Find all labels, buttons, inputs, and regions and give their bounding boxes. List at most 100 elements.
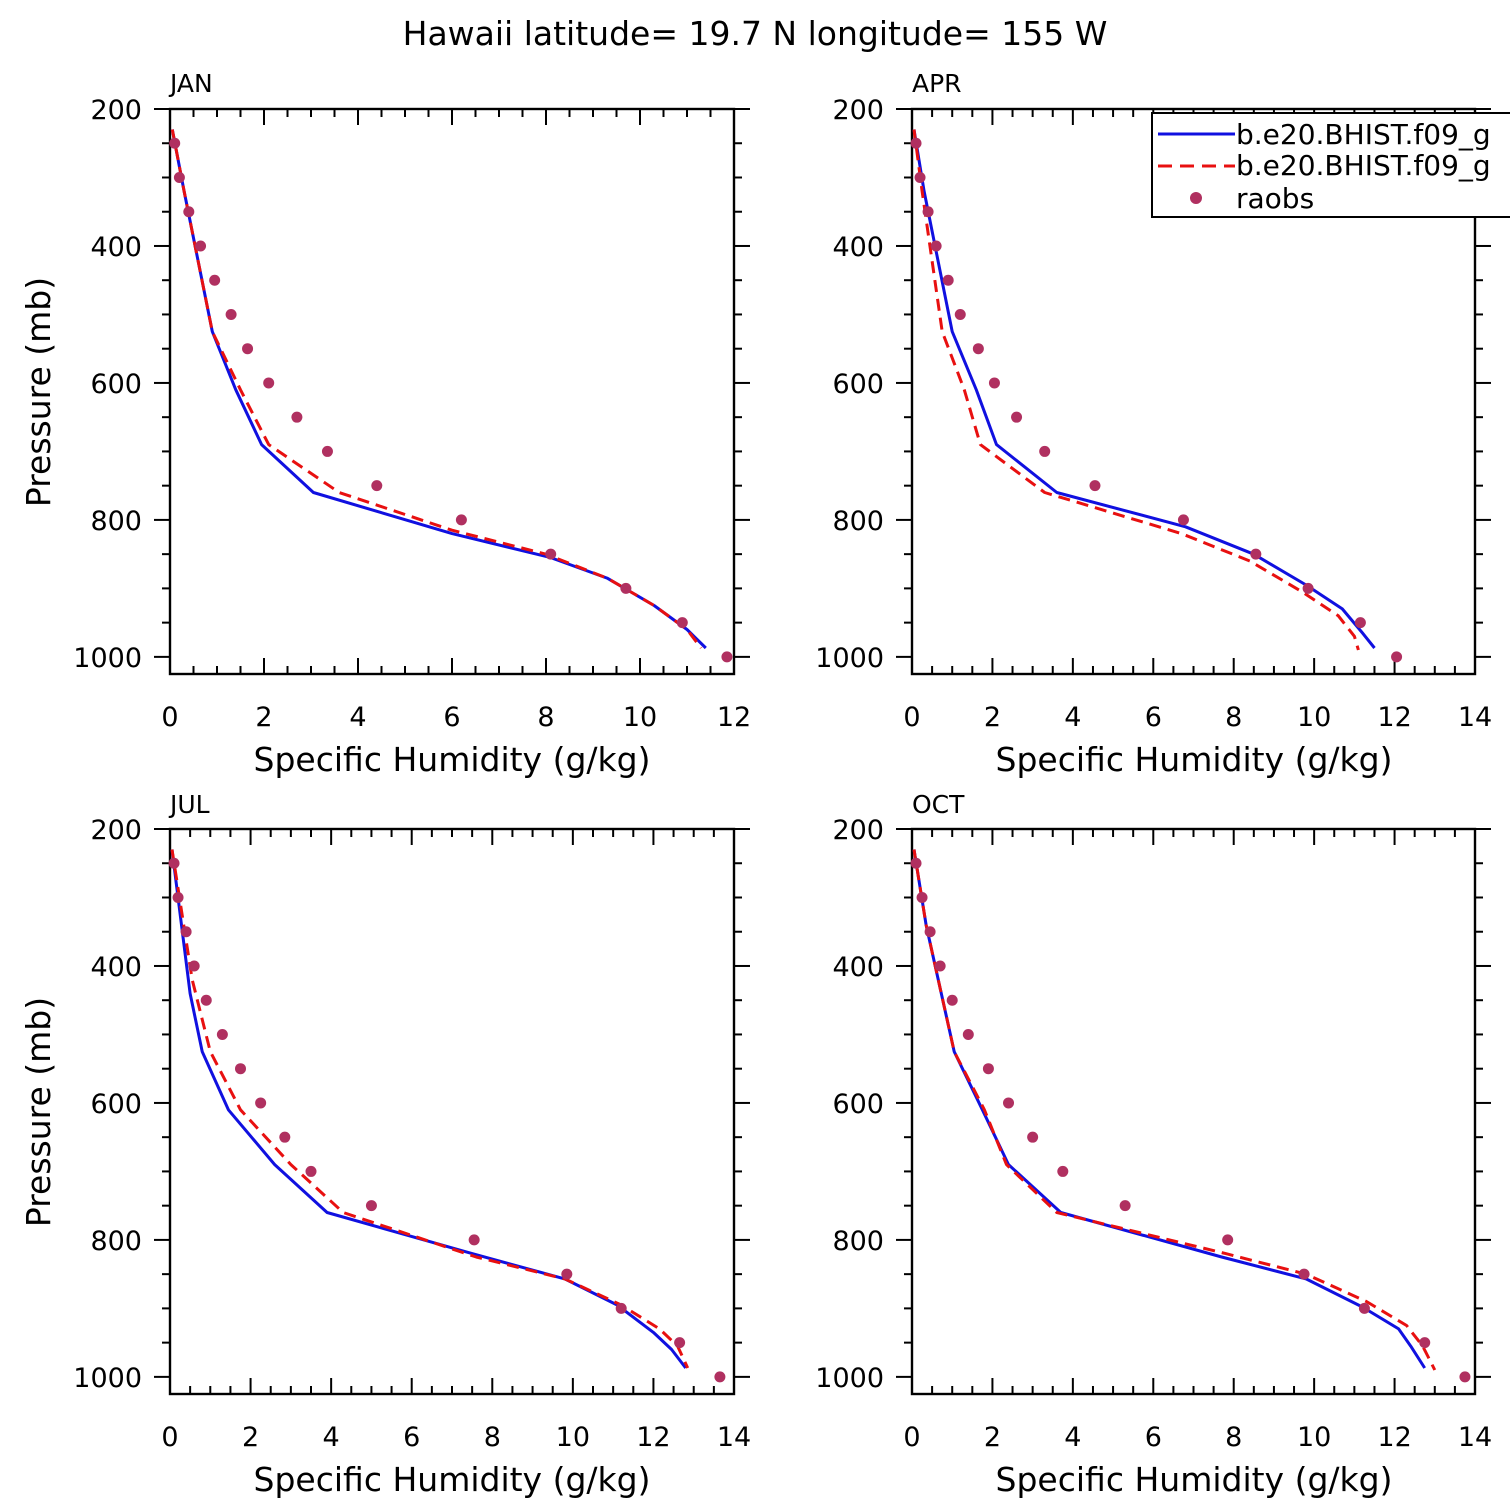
x-tick-label: 12 (636, 1422, 670, 1453)
raobs-point (173, 171, 185, 183)
y-tick-label: 600 (832, 369, 884, 400)
y-tick-label: 800 (832, 1226, 884, 1257)
raobs-point (1302, 582, 1314, 594)
x-tick-label: 0 (903, 1422, 920, 1453)
y-tick-label: 200 (90, 95, 142, 126)
x-tick-label: 14 (1458, 1422, 1492, 1453)
xlabel-jan: Specific Humidity (g/kg) (254, 740, 651, 779)
y-tick-label: 400 (90, 232, 142, 263)
model-dashed-line (912, 129, 1360, 651)
raobs-point (468, 1234, 480, 1246)
panel-label-oct: OCT (912, 790, 965, 819)
raobs-point (365, 1200, 377, 1212)
raobs-point (371, 480, 383, 492)
raobs-point (1459, 1371, 1471, 1383)
x-tick-label: 8 (484, 1422, 501, 1453)
model-solid-line (170, 129, 707, 650)
raobs-point (1027, 1131, 1039, 1143)
y-tick-label: 1000 (815, 643, 884, 674)
x-tick-label: 6 (1145, 702, 1162, 733)
raobs-point (216, 1028, 228, 1040)
x-tick-label: 0 (903, 702, 920, 733)
raobs-point (676, 617, 688, 629)
y-tick-label: 400 (832, 952, 884, 983)
x-tick-label: 8 (1225, 702, 1242, 733)
raobs-point (1119, 1200, 1131, 1212)
x-tick-label: 2 (255, 702, 272, 733)
raobs-point (1089, 480, 1101, 492)
raobs-point (183, 206, 195, 218)
y-tick-label: 1000 (73, 643, 142, 674)
x-tick-label: 4 (323, 1422, 340, 1453)
raobs-point (545, 548, 557, 560)
panel-label-jan: JAN (168, 69, 213, 98)
y-tick-label: 1000 (73, 1363, 142, 1394)
plot-area-apr: 0 2 4 6 8 10 12 14 200 400 600 800 1000 (815, 95, 1492, 733)
plot-area-oct: 0 2 4 6 8 10 12 14 200 400 600 800 1000 (815, 815, 1492, 1453)
x-tick-label: 8 (1225, 1422, 1242, 1453)
x-tick-label: 10 (1297, 702, 1331, 733)
y-tick-label: 200 (832, 815, 884, 846)
raobs-point (914, 171, 926, 183)
x-tick-label: 12 (717, 702, 751, 733)
y-tick-label: 800 (90, 1226, 142, 1257)
raobs-point (954, 308, 966, 320)
raobs-point (561, 1268, 573, 1280)
panel-label-jul: JUL (168, 790, 210, 819)
plot-frame-jul (168, 827, 736, 1396)
raobs-point (200, 994, 212, 1006)
raobs-point (1391, 651, 1403, 663)
raobs-point (982, 1063, 994, 1075)
panel-jul: JUL Pressure (mb) Specific Humidity (g/k… (19, 790, 751, 1499)
raobs-point (942, 274, 954, 286)
x-tick-label: 8 (537, 702, 554, 733)
x-tick-label: 6 (403, 1422, 420, 1453)
raobs-point (1250, 548, 1262, 560)
y-tick-label: 800 (90, 506, 142, 537)
xlabel-oct: Specific Humidity (g/kg) (996, 1460, 1393, 1499)
x-tick-label: 2 (984, 1422, 1001, 1453)
x-tick-label: 12 (1377, 702, 1411, 733)
x-tick-label: 4 (1064, 702, 1081, 733)
raobs-point (972, 343, 984, 355)
raobs-point (946, 994, 958, 1006)
x-tick-label: 10 (623, 702, 657, 733)
figure-title: Hawaii latitude= 19.7 N longitude= 155 W (403, 14, 1108, 53)
model-solid-line (170, 849, 687, 1369)
legend-label-0: b.e20.BHIST.f09_g (1236, 118, 1491, 151)
raobs-point (263, 377, 275, 389)
x-tick-label: 0 (161, 1422, 178, 1453)
raobs-point (305, 1165, 317, 1177)
raobs-point (1177, 514, 1189, 526)
raobs-point (242, 343, 254, 355)
raobs-point (455, 514, 467, 526)
raobs-point (1354, 617, 1366, 629)
x-tick-label: 10 (556, 1422, 590, 1453)
x-tick-label: 10 (1297, 1422, 1331, 1453)
raobs-point (235, 1063, 246, 1075)
x-tick-label: 2 (984, 702, 1001, 733)
model-solid-line (912, 849, 1426, 1369)
raobs-point (1419, 1337, 1431, 1349)
raobs-point (674, 1337, 686, 1349)
y-tick-label: 1000 (815, 1363, 884, 1394)
raobs-point (922, 206, 934, 218)
panel-jan: JAN Pressure (mb) Specific Humidity (g/k… (19, 69, 751, 779)
plot-frame-jan (168, 107, 736, 676)
y-tick-label: 800 (832, 506, 884, 537)
raobs-point (930, 240, 942, 252)
model-solid-line (912, 129, 1376, 649)
raobs-point (924, 926, 936, 938)
x-tick-label: 6 (1145, 1422, 1162, 1453)
raobs-point (988, 377, 1000, 389)
raobs-point (321, 445, 333, 457)
raobs-point (910, 857, 922, 869)
panel-oct: OCT Specific Humidity (g/kg) 0 2 4 6 8 10 12 14… (815, 790, 1492, 1499)
y-tick-label: 600 (832, 1089, 884, 1120)
x-tick-label: 2 (242, 1422, 259, 1453)
x-tick-label: 6 (443, 702, 460, 733)
x-tick-label: 12 (1377, 1422, 1411, 1453)
y-tick-label: 600 (90, 369, 142, 400)
raobs-point (188, 960, 200, 972)
raobs-point (209, 274, 221, 286)
